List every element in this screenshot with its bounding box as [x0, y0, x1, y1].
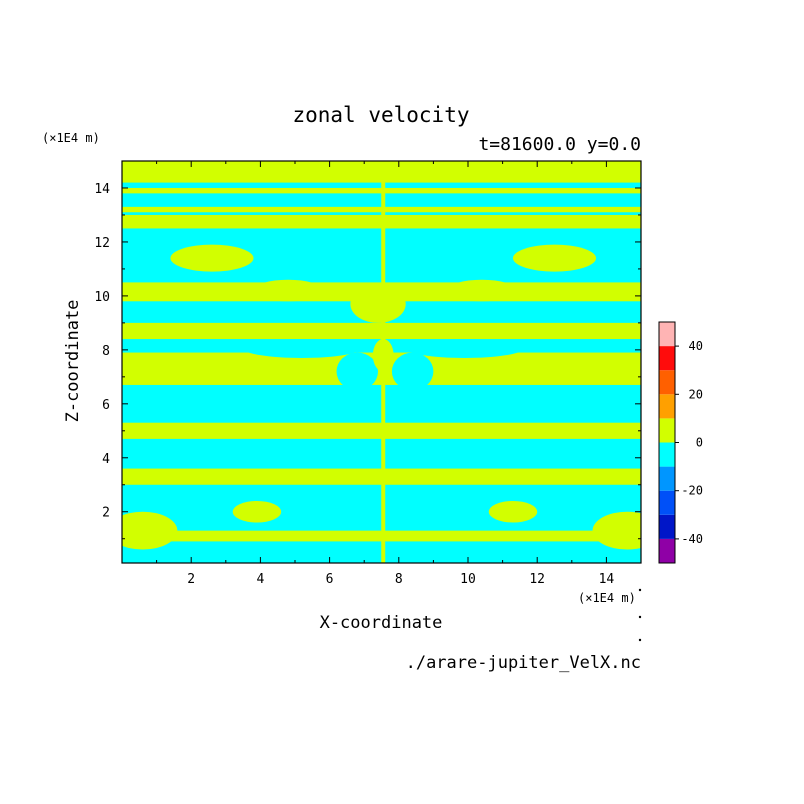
x-tick-label: 10 [460, 572, 476, 587]
colorbar-swatch [659, 394, 675, 419]
colorbar-swatch [659, 346, 675, 371]
colorbar-swatch [659, 514, 675, 539]
marker-dot [638, 638, 642, 642]
field-blob-positive [350, 285, 406, 323]
marker-dot [638, 588, 642, 592]
field-blob-positive [488, 500, 538, 523]
field-blob-negative [405, 339, 524, 358]
x-tick-label: 4 [256, 572, 264, 587]
plot-frame [121, 160, 642, 564]
x-tick-label: 2 [187, 572, 195, 587]
y-tick-label: 10 [94, 290, 110, 305]
marker-dot [638, 615, 642, 619]
y-tick-label: 6 [102, 398, 110, 413]
y-tick-label: 14 [94, 182, 110, 197]
x-tick-label: 6 [326, 572, 334, 587]
field-blob-negative [243, 339, 361, 358]
field-blob-positive [122, 511, 178, 550]
chart-subtitle: t=81600.0 y=0.0 [478, 134, 641, 155]
y-tick-label: 4 [102, 452, 110, 467]
colorbar-swatch [659, 442, 675, 467]
x-tick-label: 8 [395, 572, 403, 587]
colorbar-swatch [659, 466, 675, 491]
field-blob-positive [447, 279, 517, 302]
chart-title: zonal velocity [292, 103, 469, 127]
colorbar-swatch [659, 370, 675, 395]
colorbar: -40 -20 0 20 40 [658, 321, 703, 564]
x-tick-label: 12 [529, 572, 545, 587]
colorbar-label: 40 [689, 339, 703, 353]
y-tick-label: 12 [94, 236, 110, 251]
colorbar-swatch [659, 490, 675, 515]
y-unit-label: (×1E4 m) [42, 131, 100, 145]
field-blob-positive [512, 244, 597, 272]
field-blob-positive [253, 279, 323, 302]
y-axis-label: Z-coordinate [63, 300, 83, 423]
colorbar-label: 0 [696, 436, 703, 450]
x-tick-label: 14 [599, 572, 615, 587]
colorbar-swatch [659, 538, 675, 563]
field-center-divider [381, 161, 386, 563]
y-tick-label: 2 [102, 506, 110, 521]
x-unit-label: (×1E4 m) [578, 591, 636, 605]
source-file-label: ./arare-jupiter_VelX.nc [406, 653, 641, 673]
colorbar-label: 20 [689, 387, 703, 401]
x-axis-label: X-coordinate [320, 613, 443, 633]
colorbar-swatch [659, 322, 675, 347]
field-blob-positive [170, 244, 254, 272]
field-blob-positive [592, 511, 641, 550]
field-blob-negative [336, 352, 379, 391]
field-blob-negative [391, 352, 434, 391]
colorbar-swatch [659, 418, 675, 443]
contour-field [122, 161, 641, 563]
colorbar-label: -40 [681, 532, 703, 546]
axis-ticks: 2 4 6 8 10 12 14 2 4 6 8 10 12 14 [94, 160, 642, 587]
colorbar-label: -20 [681, 484, 703, 498]
field-blob-positive [232, 500, 282, 523]
y-tick-label: 8 [102, 344, 110, 359]
